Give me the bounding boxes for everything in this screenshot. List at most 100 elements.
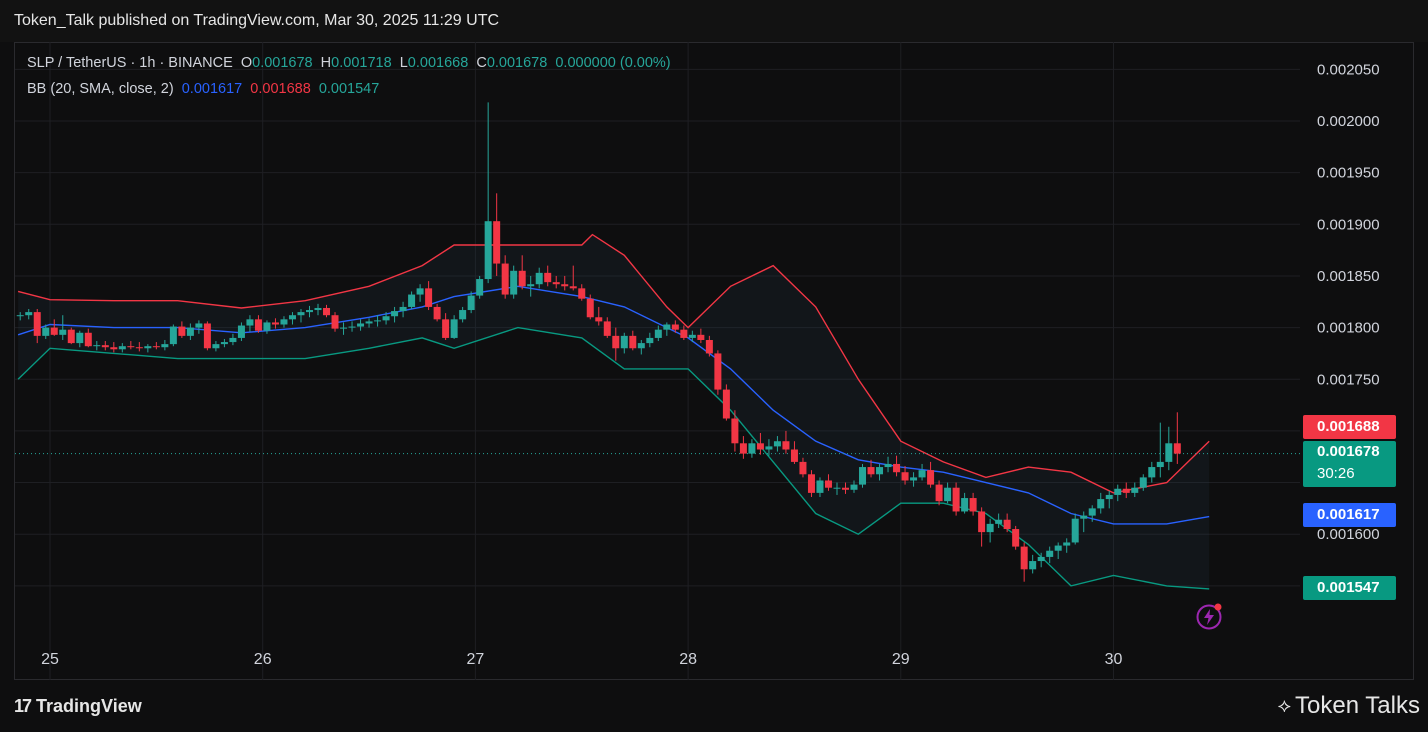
candle — [433, 303, 441, 322]
candle-body — [952, 487, 960, 512]
y-tick-label: 0.001950 — [1317, 165, 1380, 182]
candle — [893, 455, 901, 477]
candle-body — [527, 284, 535, 287]
candle — [1173, 412, 1181, 464]
candle-body — [280, 319, 288, 325]
symbol-label[interactable]: SLP / TetherUS · 1h · BINANCE — [27, 55, 233, 71]
candle-body — [1156, 461, 1164, 468]
candle — [305, 305, 313, 318]
candle-body — [841, 487, 849, 490]
candle-body — [374, 320, 382, 322]
candle-body — [578, 288, 586, 299]
candle — [450, 315, 458, 339]
axis-labels: 0.002050 0.002000 0.001950 0.001900 0.001850… — [41, 61, 1379, 668]
candle-body — [910, 477, 918, 481]
ohlc-legend: SLP / TetherUS · 1h · BINANCE O0.001678 … — [27, 55, 671, 71]
candle — [876, 463, 884, 481]
candle — [807, 470, 815, 498]
candle — [280, 316, 288, 328]
x-tick-label: 26 — [254, 651, 272, 668]
candle — [680, 325, 688, 340]
candle-body — [850, 484, 858, 490]
candle-body — [42, 327, 50, 336]
candle — [1037, 552, 1045, 568]
candle — [569, 265, 577, 291]
candle — [578, 284, 586, 301]
y-tick-label: 0.002000 — [1317, 113, 1380, 130]
candle — [552, 275, 560, 289]
candle — [654, 325, 662, 342]
candle-body — [186, 327, 194, 336]
bb-lower-line — [17, 326, 1210, 590]
candle-body — [918, 470, 926, 478]
candle — [748, 439, 756, 458]
candle-body — [995, 519, 1003, 524]
candle — [33, 309, 41, 344]
candle — [535, 267, 543, 289]
candle-body — [1012, 529, 1020, 547]
lightning-icon[interactable] — [1195, 602, 1223, 630]
diamond-icon: ⟡ — [1277, 694, 1292, 717]
candle — [101, 341, 109, 351]
candle — [1088, 505, 1096, 522]
candle-body — [935, 484, 943, 502]
candle — [1165, 426, 1173, 471]
candle-body — [33, 312, 41, 336]
candle — [629, 330, 637, 351]
candle — [169, 324, 177, 347]
x-tick-label: 29 — [892, 651, 910, 668]
candle — [518, 255, 526, 290]
grid-lines — [15, 42, 1300, 680]
bb-label[interactable]: BB (20, SMA, close, 2) — [27, 81, 174, 97]
candle — [118, 343, 126, 353]
tv-logo-icon: 17 — [14, 696, 32, 716]
candle-body — [705, 339, 713, 354]
y-tick-label: 0.001850 — [1317, 268, 1380, 285]
candle-body — [969, 498, 977, 512]
candle — [365, 318, 373, 328]
candle-body — [654, 329, 662, 338]
candle-body — [118, 346, 126, 350]
candle — [314, 303, 322, 316]
candle-body — [305, 310, 313, 313]
y-tick-label: 0.002050 — [1317, 61, 1380, 78]
candle — [152, 342, 160, 350]
candle-body — [765, 446, 773, 450]
candle-body — [84, 332, 92, 347]
candle — [603, 317, 611, 338]
candle-body — [1020, 546, 1028, 570]
candle-body — [1131, 487, 1139, 493]
tradingview-logo[interactable]: 17 TradingView — [14, 696, 142, 717]
candle-body — [93, 345, 101, 347]
candle-body — [195, 323, 203, 328]
candle — [705, 335, 713, 357]
x-tick-label: 25 — [41, 651, 59, 668]
candle — [67, 327, 75, 345]
candle — [714, 350, 722, 395]
candle-body — [450, 319, 458, 338]
candle — [663, 322, 671, 336]
candle-body — [535, 272, 543, 285]
candle-body — [1122, 488, 1130, 493]
candle — [1114, 484, 1122, 502]
candle — [425, 281, 433, 311]
close-label: C — [476, 55, 487, 71]
candle-body — [323, 307, 331, 316]
candle-body — [203, 323, 211, 349]
candle-body — [620, 335, 628, 349]
candle-body — [1114, 488, 1122, 495]
bb-upper-line — [17, 233, 1210, 494]
y-tick-label: 0.001750 — [1317, 371, 1380, 388]
open-label: O — [240, 55, 253, 71]
candle — [254, 315, 262, 333]
candle-body — [254, 319, 262, 331]
candle-body — [365, 321, 373, 324]
candle — [756, 432, 764, 455]
candle-body — [859, 467, 867, 485]
candle-body — [510, 270, 518, 295]
token-talks-watermark: ⟡ Token Talks — [1278, 692, 1420, 720]
candle — [833, 482, 841, 495]
publish-header: Token_Talk published on TradingView.com,… — [0, 0, 1428, 42]
chart-canvas[interactable]: 0.002050 0.002000 0.001950 0.001900 0.001850… — [0, 0, 1428, 690]
candle-body — [944, 487, 952, 502]
